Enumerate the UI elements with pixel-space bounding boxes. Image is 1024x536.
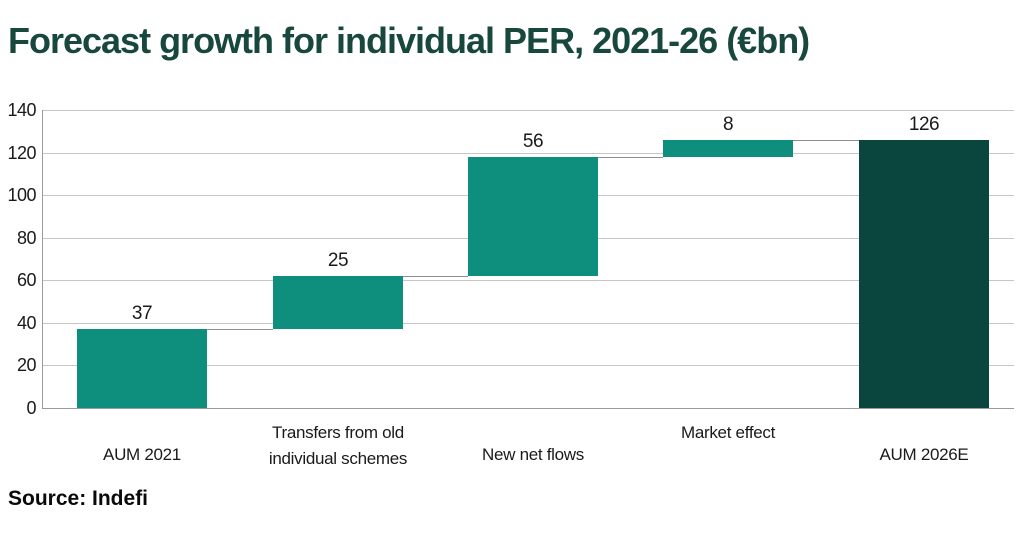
y-axis-line [42, 110, 43, 408]
y-axis-tick-label: 100 [7, 185, 36, 205]
gridline [42, 280, 1014, 281]
x-axis-category-label: AUM 2021 [103, 445, 181, 464]
gridline [42, 323, 1014, 324]
waterfall-connector [403, 276, 468, 277]
waterfall-connector [793, 140, 859, 141]
y-axis-tick-label: 0 [26, 398, 36, 418]
bar-value-label: 126 [908, 114, 940, 135]
x-axis-category-label: Market effect [680, 423, 776, 442]
x-axis-category-label: AUM 2026E [879, 445, 969, 464]
x-axis-category-label: New net flows [482, 445, 584, 464]
x-axis-category-label: Transfers from old individual schemes [268, 423, 408, 468]
y-axis-tick-label: 20 [16, 355, 37, 375]
bar-value-label: 8 [722, 114, 734, 135]
y-axis-tick-label: 40 [16, 313, 37, 333]
bar-transfers-from-old-individual-schemes [273, 276, 403, 329]
bar-new-net-flows [468, 157, 598, 276]
gridline [42, 153, 1014, 154]
waterfall-connector [207, 329, 273, 330]
source-text: Source: Indefi [8, 487, 149, 510]
bar-aum-2026e [859, 140, 989, 408]
y-axis-tick-label: 140 [7, 100, 36, 120]
y-axis-tick-label: 120 [7, 143, 36, 163]
chart-title: Forecast growth for individual PER, 2021… [8, 20, 810, 61]
y-axis-tick-label: 80 [16, 228, 37, 248]
bar-value-label: 37 [131, 303, 153, 324]
y-axis-tick-label: 60 [16, 270, 37, 290]
bar-aum-2021 [77, 329, 207, 408]
bar-market-effect [663, 140, 793, 157]
waterfall-connector [598, 157, 663, 158]
bar-value-label: 25 [327, 250, 349, 271]
bar-value-label: 56 [522, 131, 544, 152]
gridline [42, 110, 1014, 111]
x-axis-line [42, 408, 1014, 409]
gridline [42, 365, 1014, 366]
plot-area: 0 20 40 60 80 100 120 140 37 25 56 8 126 AUM 2021 Tran… [7, 100, 1014, 468]
